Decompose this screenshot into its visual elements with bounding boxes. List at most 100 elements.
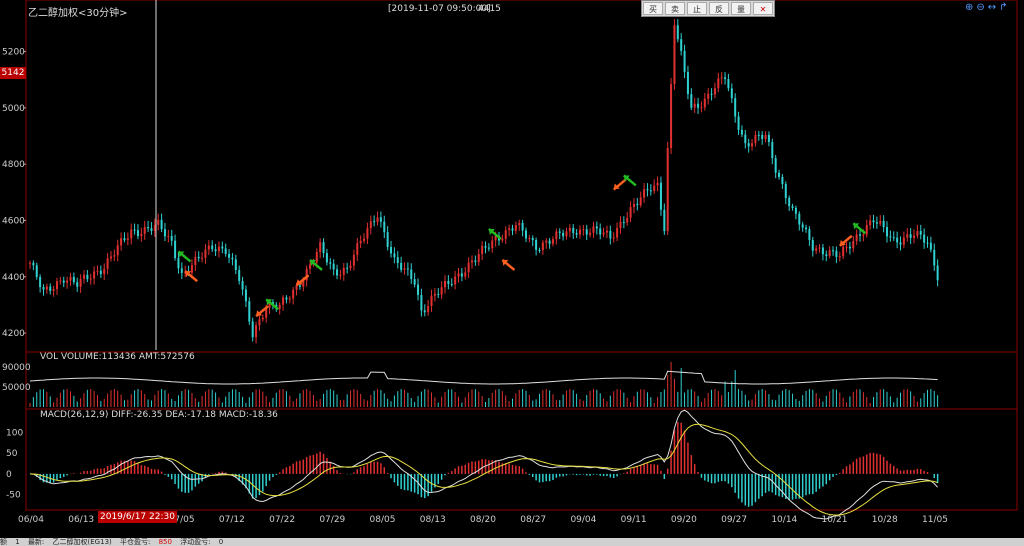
candle-body [720, 77, 723, 79]
candle-body [163, 229, 166, 237]
candle-body [278, 304, 281, 309]
stop-button[interactable]: 止 [687, 2, 707, 15]
candle-body [52, 289, 55, 291]
candle-body [339, 274, 342, 276]
candle-body [406, 268, 409, 270]
candle-body [572, 227, 575, 234]
left-right-arrows-icon[interactable]: ↔ [987, 2, 997, 13]
candle-body [734, 98, 737, 117]
candle-body [757, 134, 760, 136]
candle-body [545, 240, 548, 243]
buy-button[interactable]: 买 [643, 2, 663, 15]
candle-body [282, 297, 285, 305]
candle-body [794, 207, 797, 214]
candle-body [548, 240, 551, 244]
x-tick-label: 07/29 [319, 515, 345, 525]
x-tick-label: 07/05 [169, 515, 195, 525]
macd-tick-label: 50 [6, 449, 18, 459]
candle-body [663, 209, 666, 232]
candle-body [332, 263, 335, 270]
macd-diff-line [29, 409, 938, 520]
y-tick-label: 4200 [2, 329, 25, 339]
candle-body [852, 241, 855, 249]
zoom-out-icon[interactable]: ⊖ [976, 2, 985, 13]
candle-body [724, 77, 727, 80]
reverse-button[interactable]: 反 [709, 2, 729, 15]
close-icon[interactable]: ✕ [753, 2, 773, 15]
candle-body [106, 258, 109, 269]
candle-body [707, 93, 710, 99]
zoom-in-icon[interactable]: ⊕ [965, 2, 974, 13]
candle-body [531, 237, 534, 240]
candle-body [575, 233, 578, 235]
candle-body [632, 203, 635, 208]
candle-body [248, 301, 251, 322]
candle-body [727, 79, 730, 89]
candle-body [754, 134, 757, 144]
candle-body [113, 255, 116, 257]
arrow-head [839, 239, 846, 246]
candle-body [167, 235, 170, 237]
candle-body [697, 103, 700, 108]
candle-body [747, 143, 750, 147]
candle-body [197, 256, 200, 259]
x-tick-label: 10/21 [822, 515, 848, 525]
candle-body [76, 282, 79, 287]
candle-body [251, 321, 254, 338]
candle-body [211, 245, 214, 250]
candle-body [329, 262, 332, 264]
candle-body [771, 142, 774, 159]
candle-body [562, 232, 565, 237]
candle-body [740, 129, 743, 135]
candle-body [909, 234, 912, 238]
candle-body [636, 203, 639, 206]
candle-body [410, 269, 413, 280]
arrow-head [310, 259, 317, 266]
candle-body [673, 25, 676, 85]
candle-body [899, 242, 902, 245]
candle-body [494, 235, 497, 241]
candle-body [62, 280, 65, 283]
candle-body [933, 249, 936, 266]
candle-body [835, 250, 838, 257]
candle-body [872, 220, 875, 223]
candle-body [467, 262, 470, 273]
candle-body [582, 229, 585, 231]
cursor-price: 4415 [478, 4, 501, 14]
candle-body [538, 249, 541, 251]
y-tick-label: 5200 [2, 48, 25, 58]
candle-body [501, 238, 504, 241]
settings-icon[interactable]: ↱ [999, 2, 1008, 13]
candle-body [568, 227, 571, 232]
candle-body [35, 265, 38, 278]
arrow-head [256, 310, 263, 317]
x-tick-label: 09/11 [621, 515, 647, 525]
volume-button[interactable]: 量 [731, 2, 751, 15]
candle-body [383, 221, 386, 233]
x-tick-label: 10/28 [872, 515, 898, 525]
candle-body [744, 134, 747, 144]
candle-body [201, 257, 204, 259]
macd-tick-label: 0 [6, 470, 12, 480]
arrow-head [266, 299, 273, 306]
candle-body [116, 245, 119, 256]
candle-body [565, 231, 568, 237]
candle-body [484, 246, 487, 248]
x-tick-label: 11/05 [922, 515, 948, 525]
candle-body [45, 286, 48, 290]
candle-body [437, 293, 440, 295]
candle-body [298, 285, 301, 287]
status-item[interactable]: 乙二醇加权(EG13) [52, 538, 112, 546]
candle-body [666, 148, 669, 232]
sell-button[interactable]: 卖 [665, 2, 685, 15]
candle-body [109, 256, 112, 259]
current-price-label: 5142 [0, 67, 26, 79]
candle-body [649, 190, 652, 192]
candle-body [379, 217, 382, 222]
x-tick-label: 06/04 [18, 515, 44, 525]
candle-body [342, 267, 345, 275]
macd-indicator-label: MACD(26,12,9) DIFF:-26.35 DEA:-17.18 MAC… [40, 410, 278, 420]
candle-body [265, 307, 268, 318]
arrow-head [488, 228, 495, 235]
